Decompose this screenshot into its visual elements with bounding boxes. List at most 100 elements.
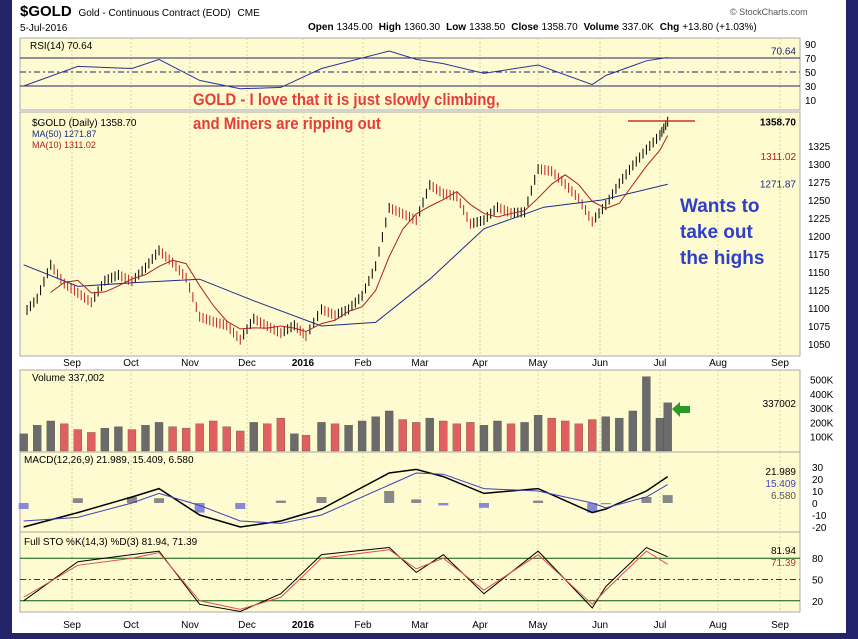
- macd-last-value: 21.989: [765, 467, 796, 478]
- price-tick: 1250: [808, 196, 831, 207]
- macd-last-value: 15.409: [765, 479, 796, 490]
- volume-bar: [19, 433, 28, 452]
- volume-bar: [222, 426, 231, 452]
- x-tick-label: Jul: [654, 620, 667, 631]
- price-tick: 1050: [808, 340, 831, 351]
- volume-bar: [412, 422, 421, 452]
- price-tick: 1125: [808, 286, 830, 297]
- price-legend: $GOLD (Daily) 1358.70: [32, 118, 137, 129]
- price-last-value: 1358.70: [760, 118, 797, 129]
- macd-histogram-bar: [438, 503, 449, 506]
- volume-bar: [344, 425, 353, 452]
- volume-bar: [425, 417, 434, 452]
- volume-bar: [452, 423, 462, 452]
- volume-bar: [385, 410, 394, 452]
- macd-histogram-bar: [194, 503, 205, 513]
- price-tick: 1100: [808, 304, 830, 315]
- volume-bar: [547, 417, 556, 452]
- price-tick: 1300: [808, 160, 831, 171]
- macd-histogram-bar: [316, 497, 327, 503]
- x-tick-label: Mar: [411, 358, 429, 369]
- macd-histogram-bar: [411, 499, 422, 503]
- annotation-blue-2: the highs: [680, 248, 765, 269]
- volume-bar: [87, 432, 96, 452]
- price-tick: 1200: [808, 232, 831, 243]
- macd-histogram-bar: [154, 498, 165, 503]
- quote-label-chg: Chg: [660, 22, 679, 33]
- quote-value-volume: 337.0K: [622, 22, 654, 33]
- chart-date: 5-Jul-2016: [20, 23, 68, 34]
- rsi-tick: 10: [805, 96, 817, 107]
- ma50-last-value: 1271.87: [760, 179, 797, 190]
- price-tick: 1075: [808, 322, 831, 333]
- volume-bar: [615, 417, 624, 452]
- annotation-blue: Wants to take out the highs: [680, 194, 798, 272]
- annotation-red-2: and Miners are ripping out: [193, 114, 381, 133]
- macd-histogram-bar: [600, 503, 611, 505]
- volume-bar: [357, 420, 367, 452]
- volume-bar: [628, 410, 638, 452]
- volume-bar: [33, 425, 42, 452]
- macd-last-value: 6.580: [771, 491, 796, 502]
- x-tick-label: Jul: [654, 358, 667, 369]
- x-tick-label: May: [529, 358, 548, 369]
- signal-line: [23, 472, 668, 524]
- x-tick-label: Jun: [592, 358, 608, 369]
- x-tick-label: Dec: [238, 620, 256, 631]
- volume-bar: [195, 423, 204, 452]
- volume-bar: [141, 425, 150, 452]
- macd-histogram-bar: [18, 503, 29, 509]
- price-tick: 1225: [808, 214, 831, 225]
- x-tick-label: Aug: [709, 620, 727, 631]
- price-tick: 1325: [808, 142, 831, 153]
- x-tick-label: Mar: [411, 620, 429, 631]
- volume-bar: [263, 423, 272, 452]
- quote-label-low: Low: [446, 22, 466, 33]
- x-tick-label: Jun: [592, 620, 608, 631]
- x-tick-label: Apr: [472, 358, 488, 369]
- volume-bar: [533, 415, 543, 452]
- macd-tick: 20: [812, 475, 824, 486]
- symbol: $GOLD: [20, 3, 72, 20]
- quote-value-high: 1360.30: [404, 22, 441, 33]
- quote-label-open: Open: [308, 22, 334, 33]
- volume-bar: [466, 422, 475, 452]
- macd-tick: -20: [812, 523, 827, 534]
- instrument-name: Gold - Continuous Contract (EOD): [78, 8, 230, 19]
- annotation-blue-1: Wants to take out: [680, 196, 760, 243]
- x-tick-label: Dec: [238, 358, 256, 369]
- ma10-legend: MA(10) 1311.02: [32, 140, 96, 150]
- volume-bar: [317, 422, 326, 452]
- rsi-tick: 50: [805, 68, 817, 79]
- ma50-legend: MA(50) 1271.87: [32, 129, 97, 139]
- volume-bar: [301, 435, 311, 452]
- volume-bar: [574, 423, 583, 452]
- rsi-legend: RSI(14) 70.64: [30, 41, 93, 52]
- ma10-line: [50, 135, 669, 333]
- rsi-tick: 70: [805, 54, 817, 65]
- volume-bar: [655, 417, 665, 452]
- macd-histogram-bar: [533, 500, 544, 503]
- volume-bar: [209, 420, 218, 452]
- quote-line: Open 1345.00 High 1360.30 Low 1338.50 Close 135…: [308, 22, 757, 33]
- macd-tick: 0: [812, 499, 818, 510]
- volume-bar: [100, 427, 110, 452]
- volume-tick: 500K: [810, 376, 834, 387]
- volume-bar: [73, 429, 82, 452]
- macd-histogram-bar: [72, 498, 83, 503]
- volume-bar: [154, 422, 164, 452]
- volume-tick: 100K: [810, 433, 834, 444]
- macd-histogram-bar: [641, 497, 652, 503]
- volume-bar: [371, 416, 380, 452]
- sto-legend: Full STO %K(14,3) %D(3) 81.94, 71.39: [24, 537, 198, 548]
- x-tick-label: Apr: [472, 620, 488, 631]
- macd-legend: MACD(12,26,9) 21.989, 15.409, 6.580: [24, 455, 194, 466]
- x-tick-label: Sep: [63, 358, 81, 369]
- rsi-tick: 30: [805, 82, 817, 93]
- quote-label-high: High: [379, 22, 401, 33]
- annotation-red-1: GOLD - I love that it is just slowly cli…: [193, 90, 500, 109]
- volume-bar: [642, 376, 651, 452]
- x-tick-label: May: [529, 620, 548, 631]
- rsi-panel: [19, 37, 801, 111]
- x-tick-label: Feb: [354, 358, 372, 369]
